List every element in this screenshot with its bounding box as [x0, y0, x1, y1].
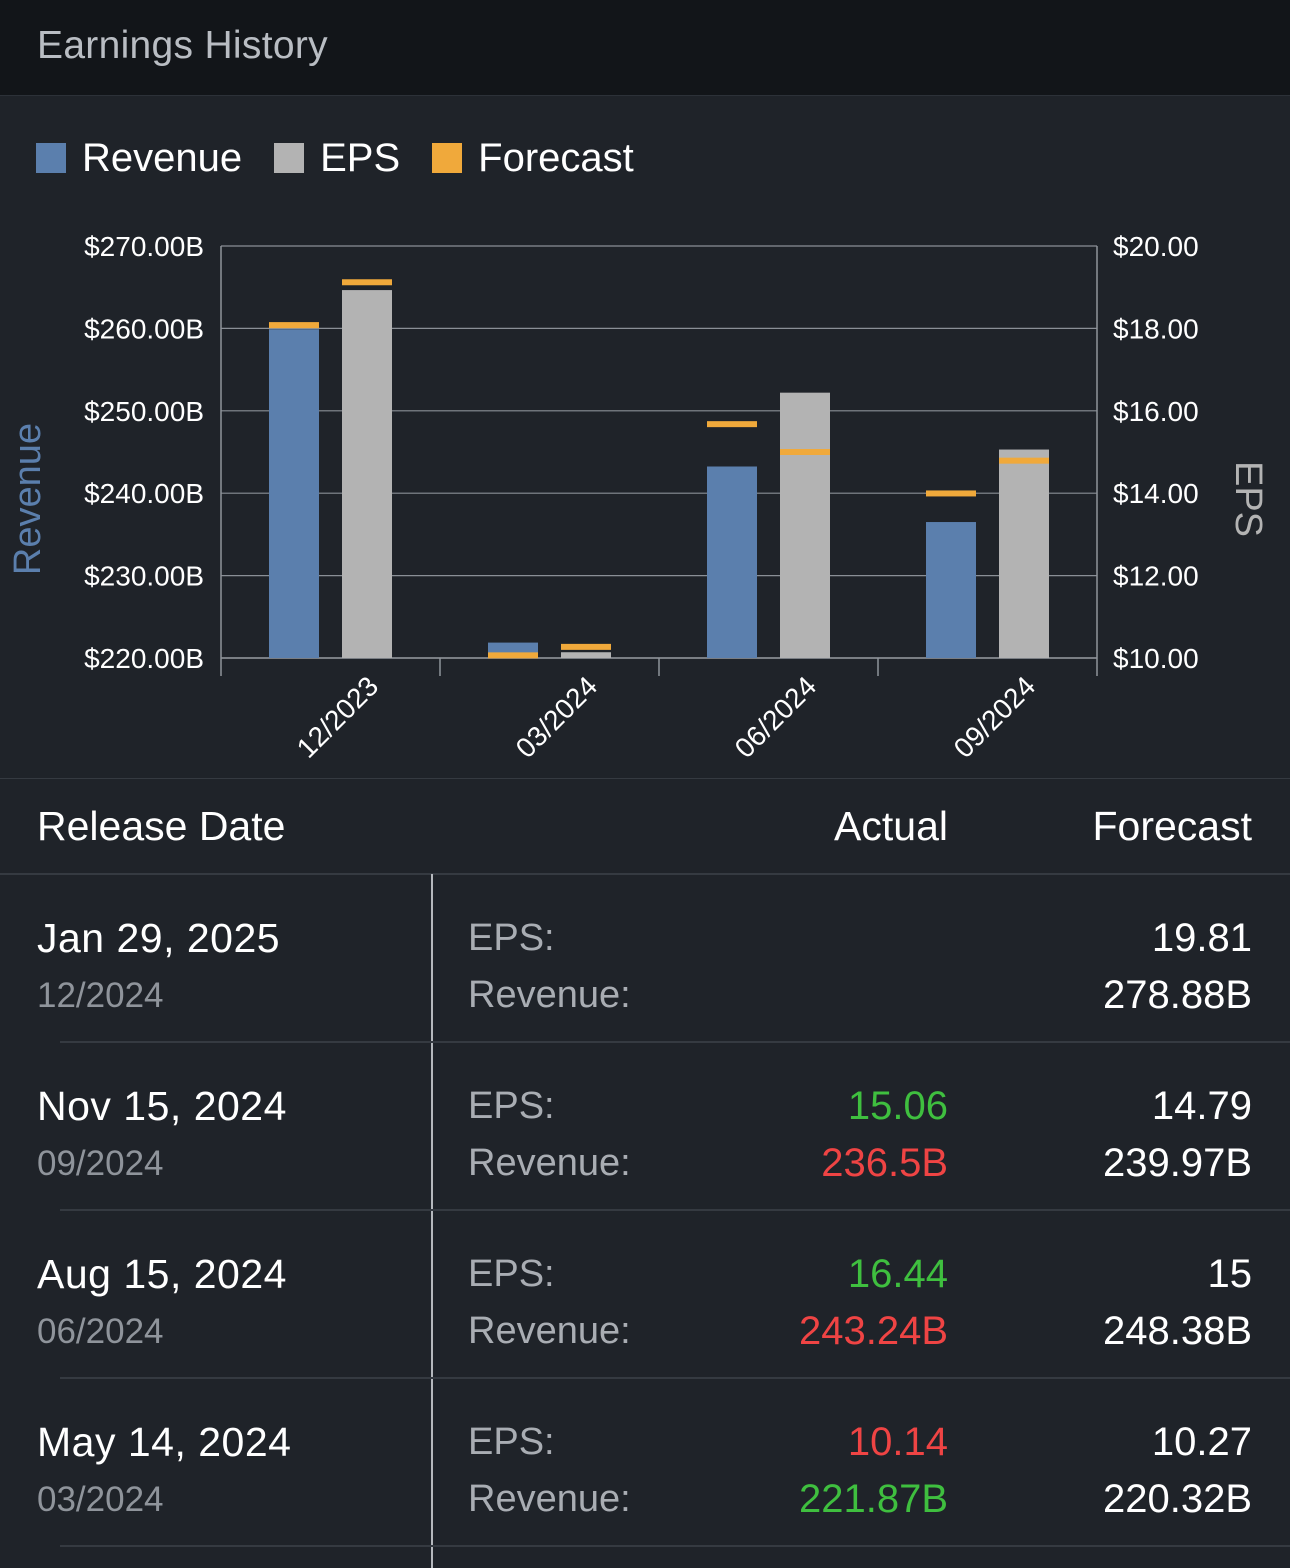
release-date: Aug 15, 2024: [37, 1251, 287, 1297]
y-right-tick-label: $14.00: [1113, 478, 1199, 509]
y-left-tick-label: $220.00B: [84, 643, 204, 674]
revenue-actual: 221.87B: [798, 1477, 948, 1521]
legend-swatch-eps: [274, 143, 305, 173]
eps-label: EPS:: [468, 1085, 555, 1127]
x-tick-label: 06/2024: [729, 670, 822, 763]
fiscal-period: 12/2024: [37, 976, 164, 1015]
page-title: Earnings History: [37, 24, 328, 67]
header-actual: Actual: [834, 803, 948, 849]
fiscal-period: 06/2024: [37, 1312, 164, 1351]
release-date: Nov 15, 2024: [37, 1083, 287, 1129]
eps-bar: [999, 449, 1049, 658]
row-divider: [60, 1377, 1290, 1379]
eps-forecast: 19.81: [1151, 916, 1252, 960]
eps-label: EPS:: [468, 1253, 555, 1295]
release-date: Jan 29, 2025: [37, 915, 281, 961]
eps-forecast-marker: [999, 457, 1049, 464]
header-forecast: Forecast: [1092, 803, 1253, 849]
eps-forecast: 15: [1207, 1252, 1253, 1296]
revenue-forecast-marker: [488, 652, 538, 659]
release-date: May 14, 2024: [37, 1419, 292, 1465]
revenue-forecast: 239.97B: [1102, 1141, 1252, 1185]
revenue-forecast-marker: [269, 322, 319, 329]
table-row[interactable]: Nov 15, 2024 09/2024 EPS: Revenue: 15.06 236.…: [0, 1043, 1290, 1211]
row-divider: [60, 1545, 1290, 1547]
earnings-chart: $220.00B $230.00B $240.00B $250.00B $260.00B…: [7, 231, 1269, 764]
y-right-tick-label: $16.00: [1113, 396, 1199, 427]
legend-label-revenue: Revenue: [82, 135, 243, 180]
revenue-label: Revenue:: [468, 974, 631, 1016]
revenue-forecast: 220.32B: [1102, 1477, 1252, 1521]
legend-swatch-revenue: [36, 143, 66, 173]
chart-divider: [0, 778, 1290, 779]
revenue-forecast: 248.38B: [1102, 1309, 1252, 1353]
header-release-date: Release Date: [37, 803, 286, 849]
y-right-tick-label: $10.00: [1113, 643, 1199, 674]
header-bar: Earnings History: [0, 0, 1290, 96]
revenue-label: Revenue:: [468, 1142, 631, 1184]
revenue-actual: 243.24B: [798, 1309, 948, 1353]
row-divider: [60, 1209, 1290, 1211]
y-right-tick-label: $20.00: [1113, 231, 1199, 262]
chart-legend: Revenue EPS Forecast: [36, 134, 666, 182]
legend-item-revenue: Revenue: [36, 136, 242, 181]
fiscal-period: 03/2024: [37, 1480, 164, 1519]
eps-label: EPS:: [468, 1421, 555, 1463]
revenue-label: Revenue:: [468, 1310, 631, 1352]
revenue-actual: 236.5B: [821, 1141, 948, 1185]
y-left-tick-label: $250.00B: [84, 396, 204, 427]
revenue-bar: [926, 522, 976, 658]
eps-label: EPS:: [468, 917, 555, 959]
legend-item-eps: EPS: [274, 136, 400, 181]
eps-forecast-marker: [342, 279, 392, 286]
legend-label-eps: EPS: [320, 135, 401, 180]
y-left-axis-title: Revenue: [7, 423, 49, 575]
y-right-tick-label: $18.00: [1113, 313, 1199, 344]
revenue-bar: [707, 466, 757, 658]
y-left-tick-label: $230.00B: [84, 561, 204, 592]
revenue-label: Revenue:: [468, 1478, 631, 1520]
y-left-tick-label: $270.00B: [84, 231, 204, 262]
eps-forecast: 10.27: [1151, 1420, 1252, 1464]
column-divider: [431, 874, 433, 1568]
revenue-forecast-marker: [707, 421, 757, 428]
revenue-forecast-marker: [926, 490, 976, 497]
eps-bar: [780, 392, 830, 658]
y-left-tick-label: $240.00B: [84, 478, 204, 509]
x-tick-label: 03/2024: [510, 670, 603, 763]
table-header: Release Date Actual Forecast: [0, 779, 1290, 875]
eps-forecast: 14.79: [1151, 1084, 1252, 1128]
eps-actual: 16.44: [847, 1252, 948, 1296]
table-row[interactable]: Jan 29, 2025 12/2024 EPS: Revenue: 19.81 278.…: [0, 875, 1290, 1043]
table-row[interactable]: May 14, 2024 03/2024 EPS: Revenue: 10.14 221.…: [0, 1379, 1290, 1547]
y-right-axis-title: EPS: [1227, 461, 1269, 537]
eps-forecast-marker: [561, 643, 611, 650]
x-tick-label: 12/2023: [291, 670, 384, 763]
eps-bar: [561, 652, 611, 658]
y-left-tick-label: $260.00B: [84, 313, 204, 344]
legend-item-forecast: Forecast: [432, 136, 634, 181]
eps-actual: 15.06: [847, 1084, 948, 1128]
revenue-forecast: 278.88B: [1102, 973, 1252, 1017]
legend-label-forecast: Forecast: [478, 135, 634, 180]
eps-bar: [342, 290, 392, 658]
legend-swatch-forecast: [432, 143, 463, 173]
revenue-bar: [269, 329, 319, 658]
eps-forecast-marker: [780, 449, 830, 455]
row-divider: [60, 1041, 1290, 1043]
x-tick-label: 09/2024: [948, 670, 1041, 763]
eps-actual: 10.14: [847, 1420, 948, 1464]
table-row[interactable]: Aug 15, 2024 06/2024 EPS: Revenue: 16.44 243.…: [0, 1211, 1290, 1379]
y-right-tick-label: $12.00: [1113, 561, 1199, 592]
fiscal-period: 09/2024: [37, 1144, 164, 1183]
